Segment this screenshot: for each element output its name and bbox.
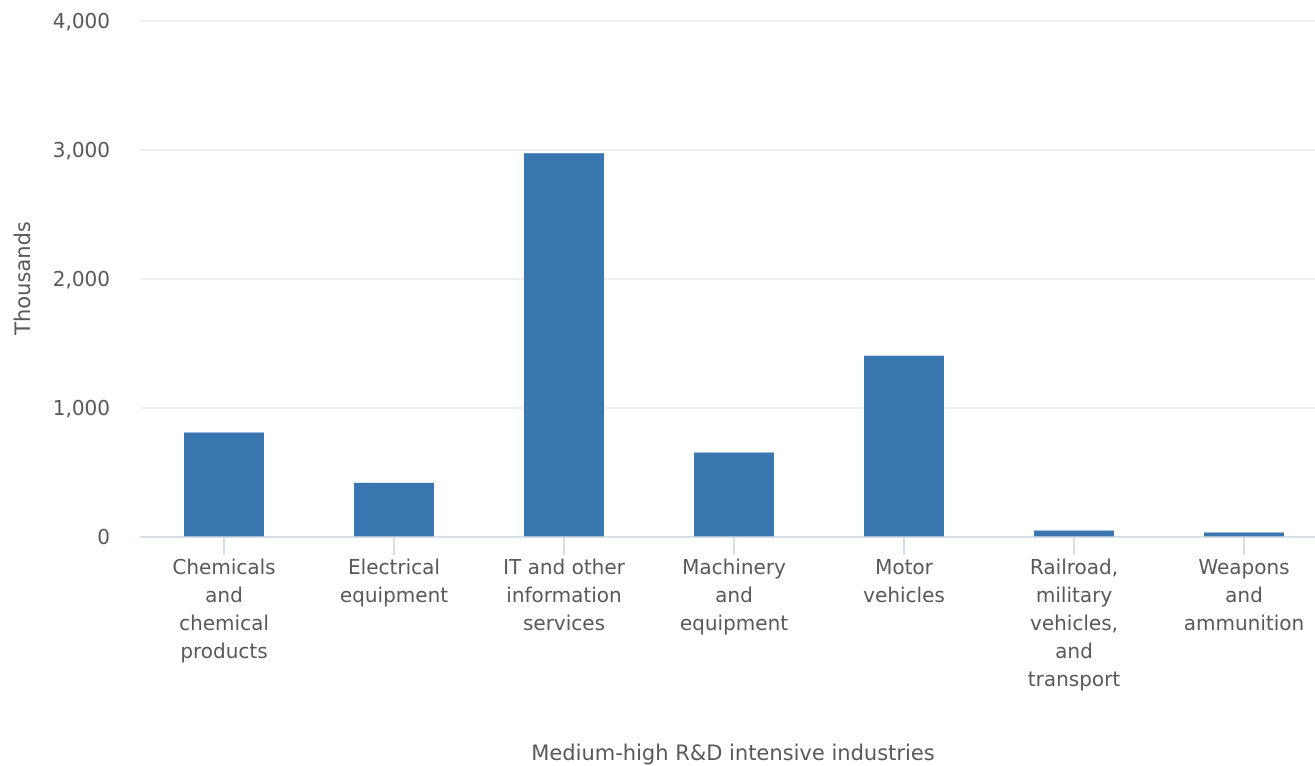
x-tick-label: Weapons and ammunition [1184,555,1304,635]
bar [1204,532,1284,537]
y-axis-title: Thousands [11,221,35,336]
bar [354,482,434,537]
x-tick-label: Chemicals and chemical products [172,555,275,663]
x-axis [140,536,1315,555]
y-tick-label: 1,000 [53,396,110,420]
x-tick-label: Electrical equipment [340,555,448,607]
y-tick-label: 2,000 [53,267,110,291]
x-tick-label: Railroad, military vehicles, and transport [1028,555,1121,691]
x-tick-label: Machinery and equipment [680,555,788,635]
bar [184,432,264,537]
y-tick-label: 0 [97,525,110,549]
y-tick-label: 4,000 [53,9,110,33]
bars [184,153,1284,537]
grid-lines [140,20,1315,409]
x-tick-label: Motor vehicles [863,555,945,607]
bar [864,355,944,537]
y-tick-label: 3,000 [53,138,110,162]
x-axis-ticks: Chemicals and chemical products Electrical eq… [172,555,1304,691]
bar [694,452,774,537]
x-axis-title: Medium-high R&D intensive industries [531,741,935,765]
bar [1034,530,1114,537]
x-tick-label: IT and other information services [503,555,626,635]
bar [524,153,604,537]
y-axis-ticks: 0 1,000 2,000 3,000 4,000 [53,9,110,549]
